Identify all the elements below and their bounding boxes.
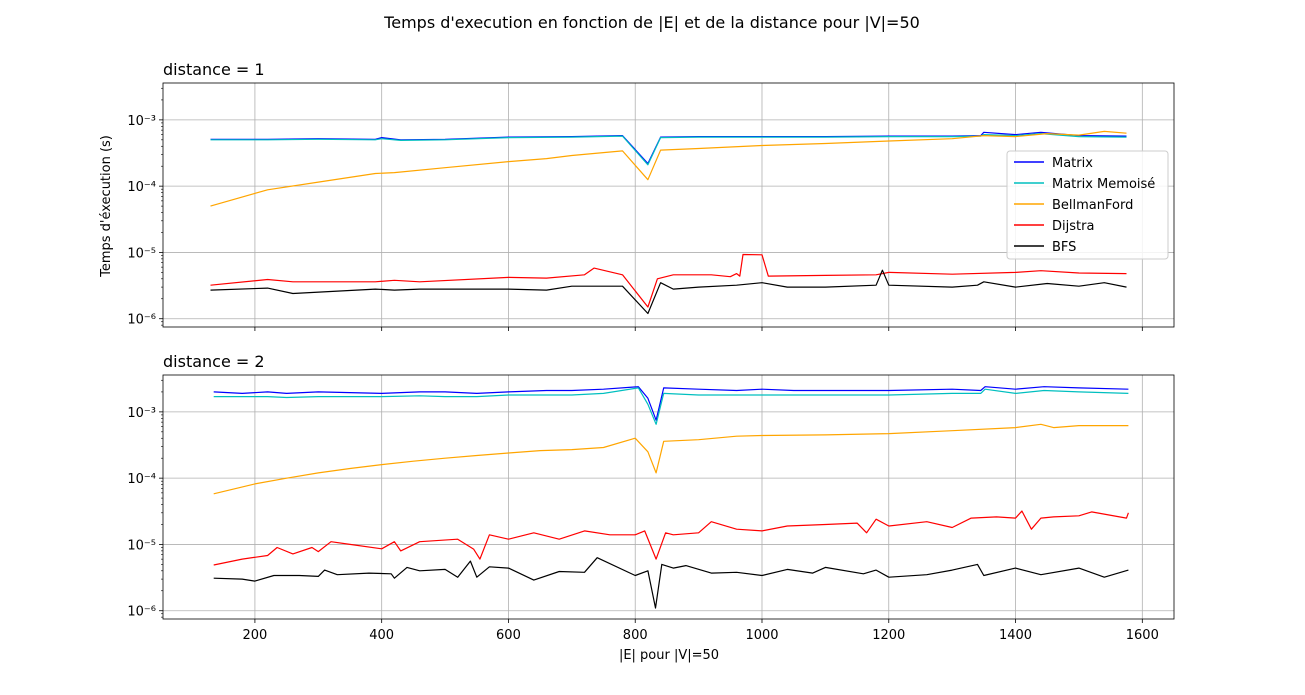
plot-area-bottom: 200 400 600 800 1000 1200 1400 1600 10⁻⁶ 10⁻⁵ 10⁻⁴…	[127, 374, 1175, 643]
y-tick-label: 10⁻⁶	[127, 605, 156, 620]
x-axis-label: |E| pour |V|=50	[619, 648, 719, 663]
series-line-dijstra	[213, 510, 1129, 566]
subplot-top: distance = 1 Temps d'éxecution (s) 10⁻⁶ 1…	[99, 60, 1175, 331]
y-tick-label: 10⁻⁴	[127, 180, 156, 195]
legend-label-matrix: Matrix	[1052, 156, 1093, 171]
axes-frame	[162, 374, 1175, 620]
y-tick-label: 10⁻³	[127, 406, 156, 421]
series-line-dijstra	[210, 253, 1127, 308]
x-tick-label: 1200	[872, 628, 905, 643]
series-line-matrix-memoise	[210, 133, 1127, 166]
legend-label-bfs: BFS	[1052, 240, 1076, 255]
series-line-matrix	[213, 386, 1129, 421]
subplot-bottom-title: distance = 2	[163, 352, 265, 371]
series-line-bellmanford	[213, 423, 1129, 495]
y-tick-label: 10⁻⁵	[127, 538, 156, 553]
y-tick-label: 10⁻³	[127, 114, 156, 129]
legend-frame	[1006, 150, 1169, 260]
series-line-matrix-memoise	[213, 387, 1129, 425]
y-axis-label: Temps d'éxecution (s)	[99, 135, 114, 278]
legend-label-dijstra: Dijstra	[1052, 219, 1094, 234]
figure-suptitle: Temps d'execution en fonction de |E| et …	[383, 13, 920, 32]
x-tick-label: 200	[242, 628, 267, 643]
x-tick-label: 1000	[745, 628, 778, 643]
subplot-top-title: distance = 1	[163, 60, 265, 79]
series-line-bellmanford	[210, 130, 1127, 207]
x-tick-label: 1600	[1126, 628, 1159, 643]
y-tick-label: 10⁻⁵	[127, 246, 156, 261]
y-tick-label: 10⁻⁴	[127, 472, 156, 487]
x-tick-label: 1400	[999, 628, 1032, 643]
y-tick-label: 10⁻⁶	[127, 313, 156, 328]
axes-frame	[162, 82, 1175, 328]
legend: Matrix Matrix Memoisé BellmanFord Dijstr…	[1006, 150, 1169, 260]
x-tick-label: 400	[369, 628, 394, 643]
series-line-bfs	[213, 557, 1129, 609]
x-tick-label: 800	[623, 628, 648, 643]
legend-label-bellmanford: BellmanFord	[1052, 198, 1133, 213]
subplot-bottom: distance = 2 |E| pour |V|=50 200 400 600 80…	[127, 352, 1175, 663]
x-tick-label: 600	[496, 628, 521, 643]
series-line-bfs	[210, 269, 1127, 315]
legend-label-matrix-memoise: Matrix Memoisé	[1052, 177, 1155, 192]
